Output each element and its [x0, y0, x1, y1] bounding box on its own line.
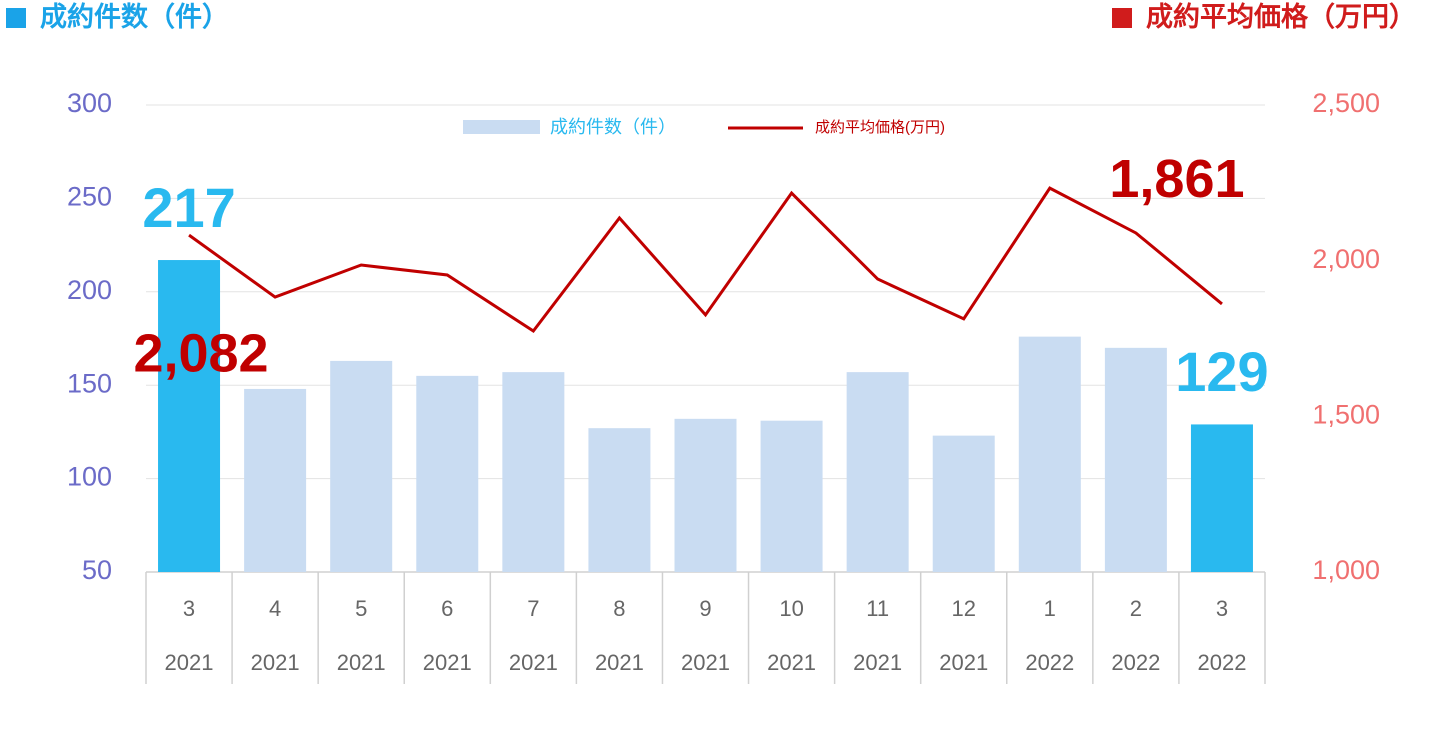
x-tick-label: 8	[613, 596, 625, 621]
x-tick-label: 10	[779, 596, 803, 621]
x-tick-year: 2021	[767, 650, 816, 675]
bar	[1018, 336, 1081, 572]
y-tick-label: 50	[82, 555, 112, 585]
bar	[932, 435, 995, 572]
bar-value-label: 129	[1175, 340, 1268, 403]
legend-label: 成約件数（件）	[550, 117, 676, 137]
x-tick-year: 2021	[595, 650, 644, 675]
line-value-label: 2,082	[133, 323, 268, 383]
chart-title: 成約件数（件）	[40, 1, 229, 32]
bar	[1190, 424, 1253, 572]
bar	[588, 428, 651, 572]
x-tick-year: 2021	[165, 650, 214, 675]
x-tick-year: 2021	[939, 650, 988, 675]
x-tick-label: 12	[951, 596, 975, 621]
bar	[1104, 347, 1167, 572]
legend-swatch	[463, 120, 540, 134]
x-tick-year: 2021	[853, 650, 902, 675]
x-tick-label: 3	[183, 596, 195, 621]
line-value-label: 1,861	[1109, 149, 1244, 209]
y2-tick-label: 2,000	[1312, 244, 1380, 274]
bar	[416, 375, 479, 572]
y2-tick-label: 2,500	[1312, 88, 1380, 118]
bar	[158, 260, 221, 572]
y-tick-label: 300	[67, 88, 112, 118]
legend-label: 成約平均価格(万円)	[815, 119, 945, 136]
x-tick-label: 2	[1130, 596, 1142, 621]
x-tick-label: 3	[1216, 596, 1228, 621]
x-tick-label: 6	[441, 596, 453, 621]
y-tick-label: 150	[67, 368, 112, 398]
bar	[244, 388, 307, 572]
bar	[846, 372, 909, 572]
title-marker	[1112, 8, 1132, 28]
x-tick-label: 5	[355, 596, 367, 621]
bar	[330, 360, 393, 572]
line	[188, 186, 1223, 334]
x-tick-label: 1	[1044, 596, 1056, 621]
x-tick-label: 7	[527, 596, 539, 621]
x-tick-year: 2022	[1025, 650, 1074, 675]
x-tick-year: 2021	[509, 650, 558, 675]
x-tick-label: 4	[269, 596, 281, 621]
x-tick-year: 2021	[337, 650, 386, 675]
bar	[760, 420, 823, 572]
y2-tick-label: 1,500	[1312, 399, 1380, 429]
x-tick-label: 9	[699, 596, 711, 621]
title-marker	[6, 8, 26, 28]
x-tick-year: 2022	[1111, 650, 1160, 675]
y-tick-label: 250	[67, 182, 112, 212]
x-tick-label: 11	[866, 596, 889, 621]
x-tick-year: 2021	[681, 650, 730, 675]
y-tick-label: 100	[67, 462, 112, 492]
y2-tick-label: 1,000	[1312, 555, 1380, 585]
y-tick-label: 200	[67, 275, 112, 305]
bar	[674, 418, 737, 572]
x-tick-year: 2021	[251, 650, 300, 675]
bar-value-label: 217	[142, 176, 235, 239]
x-tick-year: 2021	[423, 650, 472, 675]
bar	[502, 372, 565, 572]
chart-title-right: 成約平均価格（万円）	[1146, 1, 1416, 32]
x-tick-year: 2022	[1197, 650, 1246, 675]
